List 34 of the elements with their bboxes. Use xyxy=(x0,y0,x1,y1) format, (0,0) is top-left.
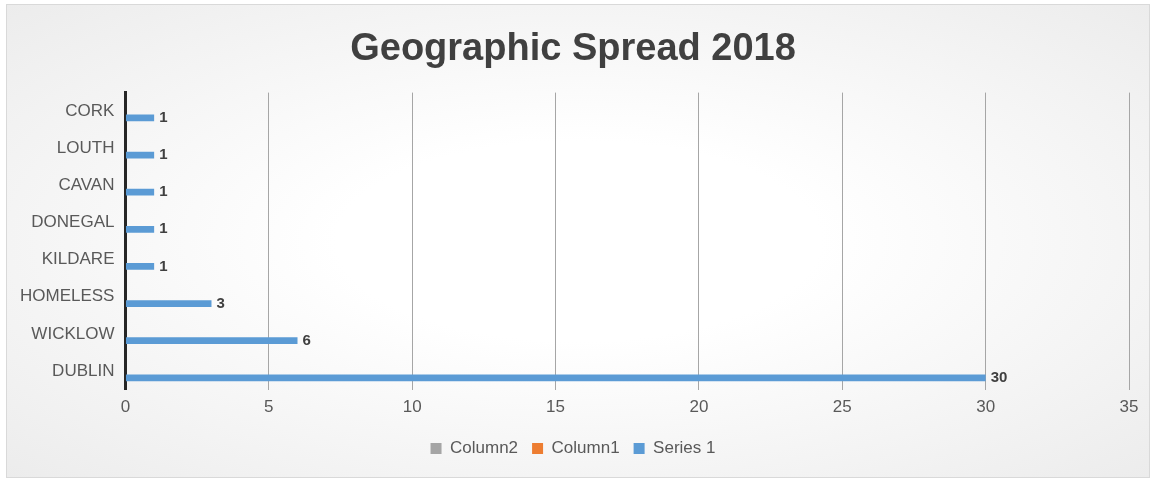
x-tick-label: 25 xyxy=(832,397,852,417)
x-tick-label: 20 xyxy=(689,397,709,417)
x-tick-label: 10 xyxy=(402,397,422,417)
x-tick-label: 0 xyxy=(120,397,131,417)
data-label: 1 xyxy=(159,145,168,163)
data-label: 1 xyxy=(159,256,168,274)
y-tick-label: CORK xyxy=(65,100,116,120)
x-tick-label: 15 xyxy=(546,397,566,417)
y-tick-label: LOUTH xyxy=(56,137,115,157)
legend-label: Column2 xyxy=(450,438,519,458)
data-label: 1 xyxy=(159,108,168,126)
data-label: 6 xyxy=(302,330,311,348)
y-tick-label: KILDARE xyxy=(41,249,115,269)
bar xyxy=(125,263,155,270)
bar xyxy=(125,188,155,196)
x-tick-label: 30 xyxy=(976,397,996,417)
legend-label: Column1 xyxy=(551,438,620,458)
y-tick-label: CAVAN xyxy=(58,175,115,195)
bar xyxy=(125,374,986,382)
data-label: 1 xyxy=(159,219,168,237)
bar xyxy=(125,337,298,345)
data-label: 1 xyxy=(159,182,168,200)
legend-label: Series 1 xyxy=(653,438,716,458)
data-label: 3 xyxy=(216,293,225,311)
bar xyxy=(125,300,212,307)
y-tick-label: DUBLIN xyxy=(52,360,115,380)
data-label: 30 xyxy=(990,367,1008,385)
chart-title: Geographic Spread 2018 xyxy=(350,26,796,69)
y-tick-label: DONEGAL xyxy=(31,212,115,232)
x-tick-label: 35 xyxy=(1119,397,1139,417)
y-tick-label: WICKLOW xyxy=(31,323,115,343)
y-tick-label: HOMELESS xyxy=(19,286,115,306)
bar xyxy=(125,225,155,233)
x-tick-label: 5 xyxy=(264,397,274,417)
